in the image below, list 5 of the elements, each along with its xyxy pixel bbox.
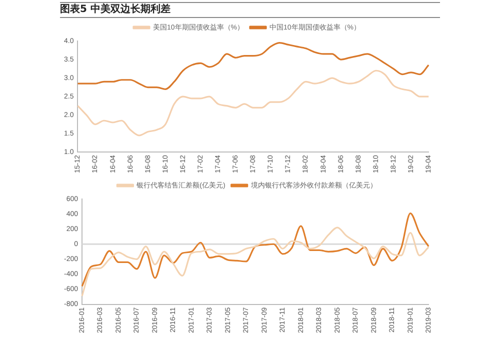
chart-title: 图表5 中美双边长期利差	[60, 2, 440, 18]
line-series	[81, 212, 430, 288]
line-series	[76, 42, 430, 90]
line-series	[81, 226, 430, 297]
line-series	[76, 70, 430, 136]
